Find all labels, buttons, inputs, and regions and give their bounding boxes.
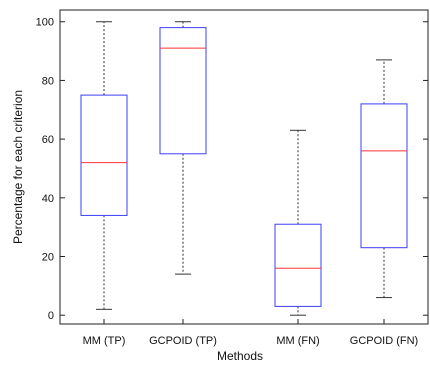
y-tick-label: 80 bbox=[42, 75, 54, 87]
y-tick-label: 100 bbox=[36, 17, 54, 29]
box-rect bbox=[80, 94, 128, 216]
x-axis: MM (TP) GCPOID (TP) MM (FN) GCPOID (FN) bbox=[83, 319, 418, 347]
x-tick-label: GCPOID (TP) bbox=[149, 335, 217, 347]
boxes bbox=[80, 21, 408, 316]
y-tick-label: 20 bbox=[42, 252, 54, 264]
box-4 bbox=[360, 59, 408, 299]
box-2 bbox=[159, 21, 207, 275]
x-tick-label: MM (TP) bbox=[83, 335, 126, 347]
y-axis-label: Percentage for each criterion bbox=[11, 90, 25, 244]
x-tick-label: MM (FN) bbox=[276, 335, 319, 347]
box-rect bbox=[274, 223, 322, 307]
plot-frame bbox=[59, 9, 429, 325]
y-axis: 0 20 40 60 80 100 bbox=[36, 17, 428, 322]
box-rect bbox=[360, 103, 408, 249]
box-1 bbox=[80, 21, 128, 310]
y-tick-label: 0 bbox=[48, 310, 54, 322]
box-3 bbox=[274, 129, 322, 316]
box-rect bbox=[159, 27, 207, 155]
x-tick-label: GCPOID (FN) bbox=[350, 335, 418, 347]
x-axis-label: Methods bbox=[217, 349, 263, 363]
y-tick-label: 60 bbox=[42, 134, 54, 146]
y-tick-label: 40 bbox=[42, 193, 54, 205]
